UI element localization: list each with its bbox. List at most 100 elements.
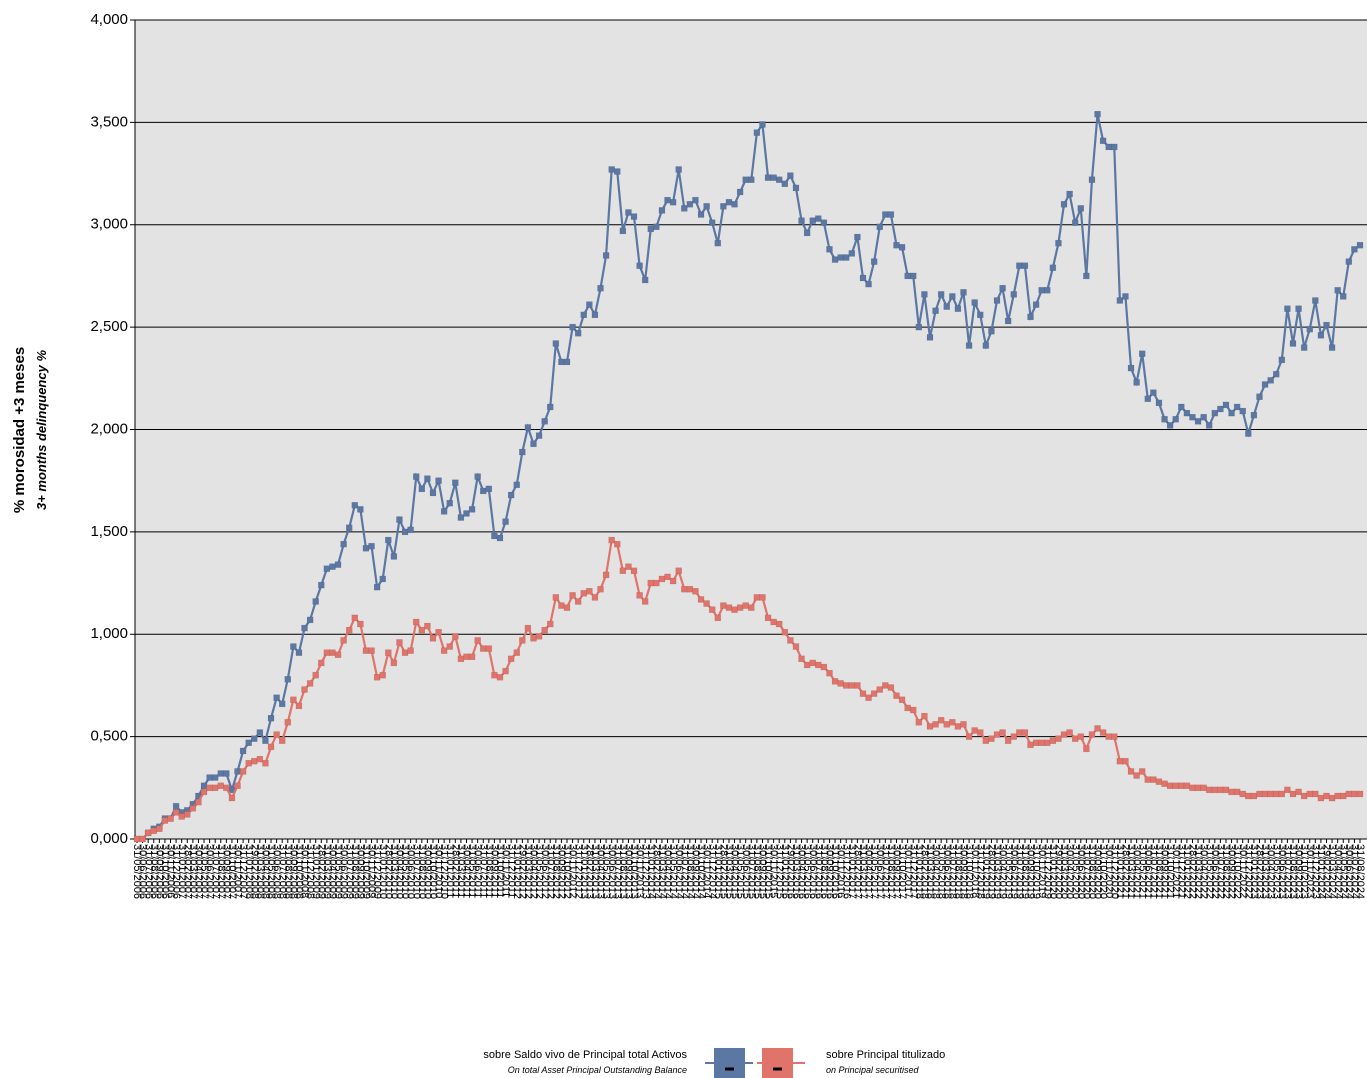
- data-point: [318, 581, 325, 589]
- data-point: [1261, 381, 1269, 388]
- data-point: [630, 567, 638, 575]
- data-point: [1306, 790, 1313, 798]
- x-tick-label: 31/07/2022: [1214, 844, 1226, 899]
- x-tick-label: 31/03/2010: [388, 844, 400, 899]
- x-tick-label: 31/03/2024: [1326, 844, 1338, 899]
- data-point: [1328, 344, 1336, 351]
- data-point: [133, 835, 141, 843]
- x-tick-label: 31/08/2023: [1287, 844, 1299, 899]
- data-point: [1021, 729, 1029, 736]
- x-tick-label: 31/07/2014: [678, 844, 690, 899]
- data-point: [563, 358, 571, 366]
- data-point: [463, 510, 470, 517]
- x-tick-label: 31/10/2018: [963, 844, 975, 899]
- x-tick-label: 31/05/2007: [198, 844, 210, 899]
- data-point: [641, 276, 649, 284]
- data-point: [284, 676, 292, 683]
- x-tick-label: 29/02/2020: [1053, 844, 1065, 899]
- x-tick-label: 31/10/2008: [293, 844, 305, 899]
- data-point: [815, 215, 822, 222]
- y-tick-label: 1,500: [90, 523, 128, 540]
- data-point: [251, 735, 258, 742]
- x-tick-label: 30/04/2011: [461, 844, 473, 898]
- data-point: [965, 733, 973, 740]
- data-point: [658, 207, 666, 214]
- data-point: [245, 739, 252, 747]
- data-point: [1300, 344, 1308, 351]
- data-point: [675, 166, 682, 173]
- data-point: [937, 716, 945, 724]
- data-point: [831, 678, 839, 685]
- data-point: [357, 620, 364, 628]
- data-point: [943, 721, 950, 728]
- data-point: [217, 782, 225, 790]
- data-point: [256, 755, 264, 763]
- data-point: [552, 594, 560, 601]
- data-point: [1256, 393, 1263, 400]
- x-tick-label: 31/03/2007: [187, 844, 199, 899]
- data-point: [949, 719, 956, 726]
- data-point: [1122, 757, 1129, 765]
- data-point: [921, 712, 928, 720]
- x-tick-label: 30/06/2008: [271, 844, 283, 899]
- x-tick-label: 30/04/2009: [327, 844, 339, 899]
- data-point: [519, 637, 526, 644]
- x-tick-label: 30/11/2006: [165, 844, 177, 898]
- data-point: [368, 647, 375, 654]
- data-point: [591, 594, 599, 601]
- data-point: [748, 604, 755, 611]
- y-axis-title: % morosidad +3 meses: [11, 347, 28, 513]
- x-tick-label: 31/08/2013: [617, 844, 629, 899]
- data-point: [1077, 205, 1085, 212]
- data-point: [1099, 137, 1107, 145]
- data-point: [1222, 401, 1230, 409]
- data-point: [770, 618, 777, 626]
- data-point: [971, 727, 978, 734]
- data-point: [301, 686, 308, 693]
- data-point: [893, 692, 900, 699]
- x-tick-label: 31/01/2020: [1047, 844, 1059, 899]
- x-tick-label: 31/12/2021: [1175, 844, 1187, 899]
- data-point: [396, 639, 403, 646]
- data-point: [703, 203, 710, 210]
- data-point: [452, 479, 459, 486]
- data-point: [329, 649, 336, 656]
- data-point: [1099, 729, 1107, 736]
- x-tick-label: 31/12/2015: [773, 844, 785, 899]
- data-point: [736, 188, 744, 196]
- data-point: [1205, 786, 1213, 794]
- x-tick-label: 31/08/2022: [1220, 844, 1232, 899]
- data-point: [524, 424, 532, 431]
- data-point: [412, 473, 420, 480]
- data-point: [770, 174, 777, 181]
- data-point: [569, 323, 576, 331]
- data-point: [424, 475, 431, 482]
- data-point: [1312, 297, 1319, 304]
- y-tick-label: 3,500: [90, 113, 128, 130]
- x-tick-label: 31/10/2016: [829, 844, 841, 899]
- data-point: [217, 770, 225, 777]
- x-tick-label: 30/11/2007: [232, 844, 244, 898]
- data-point: [267, 714, 275, 722]
- data-point: [1066, 729, 1073, 736]
- data-point: [686, 585, 694, 593]
- data-point: [251, 757, 258, 765]
- data-point: [1166, 422, 1174, 429]
- data-point: [290, 643, 297, 650]
- x-tick-label: 30/11/2017: [902, 844, 914, 898]
- data-point: [1267, 790, 1274, 798]
- data-point: [882, 682, 889, 689]
- data-point: [865, 694, 872, 701]
- data-point: [1060, 731, 1068, 738]
- x-tick-label: 31/07/2024: [1349, 844, 1361, 899]
- data-point: [1178, 403, 1185, 411]
- y-tick-label: 2,000: [90, 420, 128, 437]
- x-tick-label: 31/03/2016: [790, 844, 802, 899]
- data-point: [167, 815, 174, 822]
- data-point: [1166, 782, 1174, 790]
- data-point: [1217, 786, 1224, 794]
- data-point: [1317, 794, 1325, 802]
- data-point: [161, 817, 169, 824]
- x-tick-label: 28/02/2014: [650, 844, 662, 899]
- data-point: [1300, 792, 1308, 800]
